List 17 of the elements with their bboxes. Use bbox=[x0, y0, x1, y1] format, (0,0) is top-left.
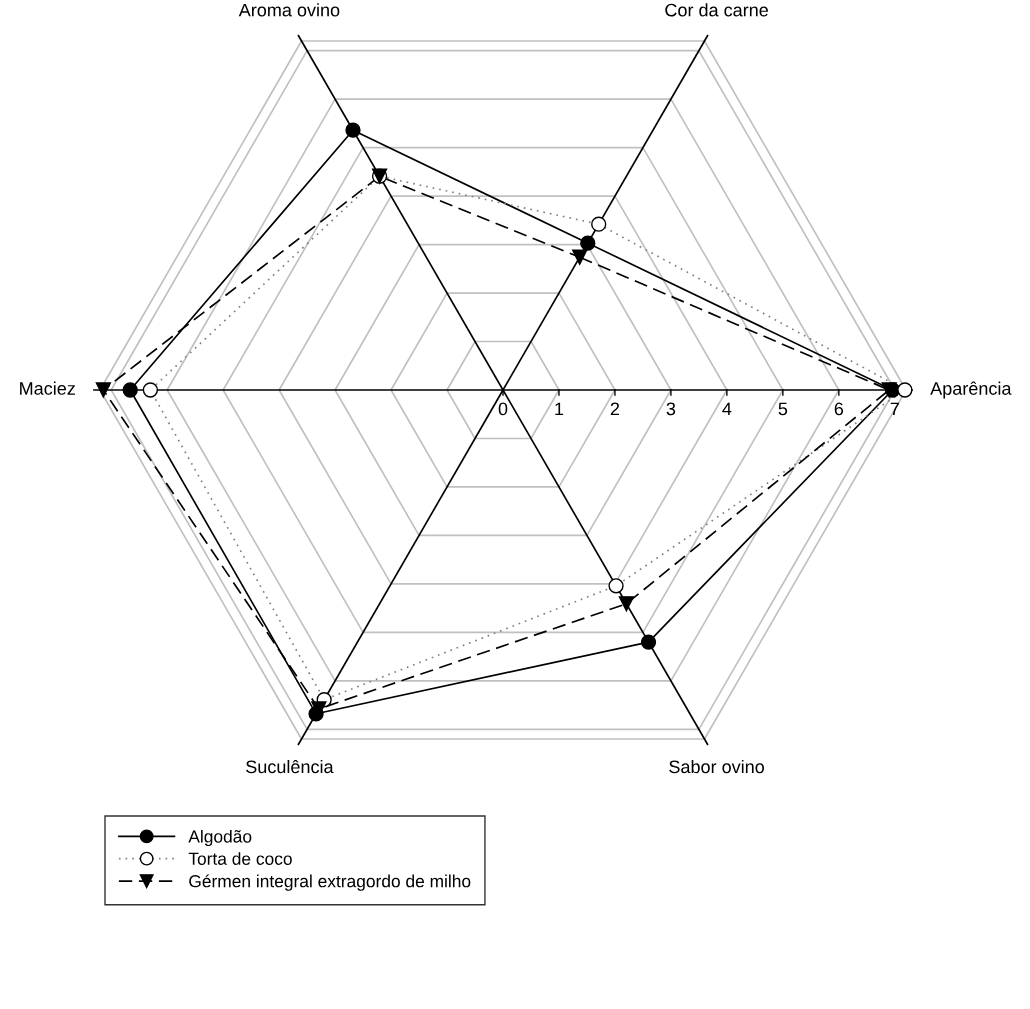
y-tick-label: 1 bbox=[555, 402, 564, 416]
legend-label: Algodão bbox=[188, 829, 252, 847]
y-tick-label: 3 bbox=[666, 402, 676, 416]
spoke-label: Cor da carne bbox=[665, 3, 768, 17]
y-tick-label: 6 bbox=[834, 402, 844, 416]
y-tick-label: 0 bbox=[498, 402, 508, 416]
spoke-label: Aroma ovino bbox=[238, 3, 340, 17]
legend-label: Torta de coco bbox=[188, 852, 292, 865]
spoke-label: Aparência bbox=[930, 381, 1012, 399]
y-tick-label: 5 bbox=[778, 402, 788, 416]
spoke-label: Sabor ovino bbox=[669, 759, 765, 774]
y-tick-label: 2 bbox=[610, 402, 620, 416]
spoke-label: Maciez bbox=[20, 381, 75, 395]
spoke-label: Suculência bbox=[246, 759, 334, 774]
y-tick-label: 7 bbox=[890, 402, 899, 416]
legend-label: Gérmen integral extragordo de milho bbox=[189, 874, 471, 891]
y-tick-label: 4 bbox=[722, 402, 732, 416]
